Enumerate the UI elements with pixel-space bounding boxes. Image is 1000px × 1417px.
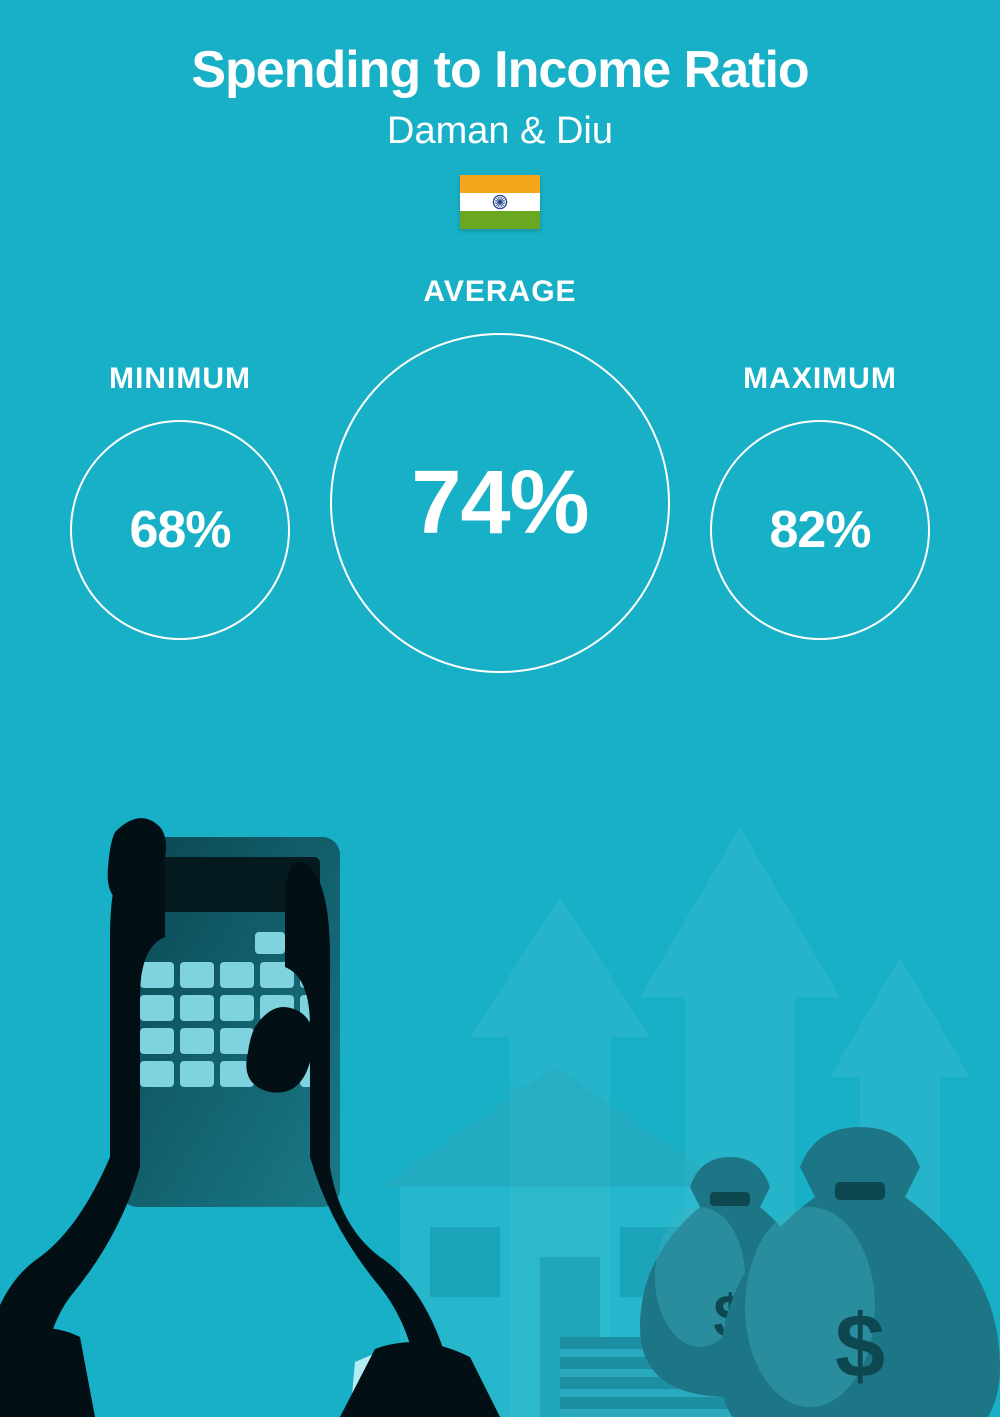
- stat-maximum-circle: 82%: [710, 420, 930, 640]
- stat-average-value: 74%: [411, 452, 588, 555]
- india-flag-icon: [460, 175, 540, 229]
- stat-average-circle: 74%: [330, 333, 670, 673]
- flag-saffron-stripe: [460, 175, 540, 193]
- stat-maximum: MAXIMUM 82%: [710, 362, 930, 640]
- stat-maximum-value: 82%: [769, 500, 870, 560]
- stat-average: AVERAGE 74%: [330, 275, 670, 673]
- ashoka-chakra-icon: [492, 194, 508, 210]
- stat-maximum-label: MAXIMUM: [743, 362, 897, 396]
- stat-minimum: MINIMUM 68%: [70, 362, 290, 640]
- stat-minimum-label: MINIMUM: [109, 362, 251, 396]
- stat-minimum-value: 68%: [129, 500, 230, 560]
- stat-average-label: AVERAGE: [423, 275, 576, 309]
- page-title: Spending to Income Ratio: [191, 40, 808, 100]
- flag-green-stripe: [460, 211, 540, 229]
- stats-row: MINIMUM 68% AVERAGE 74% MAXIMUM 82%: [0, 329, 1000, 673]
- page-subtitle: Daman & Diu: [387, 110, 613, 153]
- flag-white-stripe: [460, 193, 540, 211]
- stat-minimum-circle: 68%: [70, 420, 290, 640]
